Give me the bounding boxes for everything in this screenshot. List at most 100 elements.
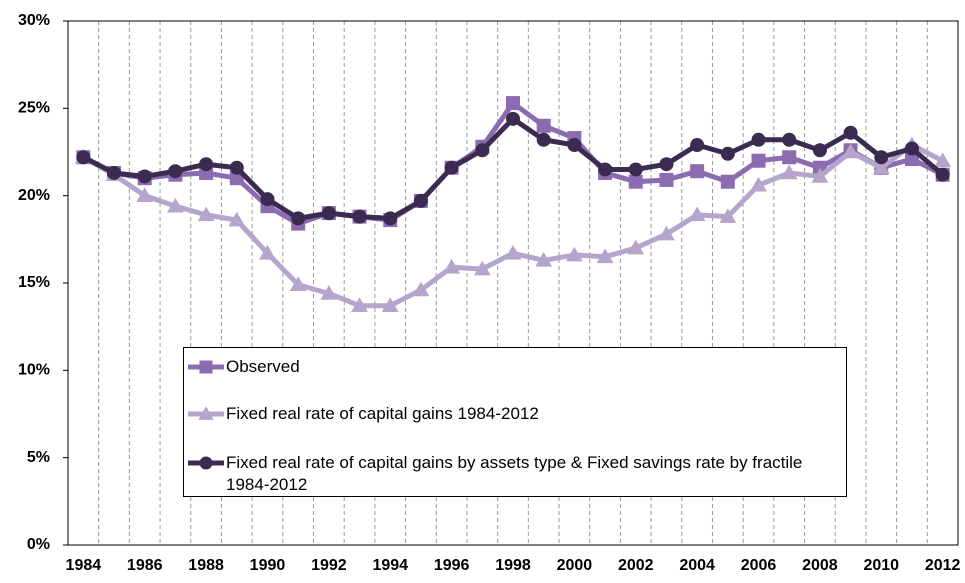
x-tick-label: 2002 xyxy=(618,557,654,574)
marker xyxy=(690,138,705,153)
x-tick-label: 1992 xyxy=(311,557,347,574)
marker xyxy=(504,244,522,260)
x-tick-label: 2000 xyxy=(557,557,593,574)
marker xyxy=(137,169,152,184)
marker xyxy=(872,159,890,175)
marker xyxy=(107,165,122,180)
y-tick-label: 25% xyxy=(18,100,50,117)
marker xyxy=(596,248,614,264)
x-tick-label: 1988 xyxy=(188,557,224,574)
legend-label: Observed xyxy=(226,357,300,376)
y-tick-label: 0% xyxy=(27,536,50,553)
marker xyxy=(351,297,368,313)
marker xyxy=(780,164,798,180)
marker xyxy=(535,251,553,267)
marker xyxy=(904,151,919,166)
marker xyxy=(688,206,706,222)
marker xyxy=(934,152,952,168)
marker xyxy=(904,141,919,156)
x-tick-label: 2008 xyxy=(802,557,838,574)
marker xyxy=(658,225,675,241)
x-tick-label: 1990 xyxy=(250,557,286,574)
x-tick-label: 2006 xyxy=(741,557,777,574)
marker xyxy=(259,244,276,260)
marker xyxy=(506,96,520,111)
marker xyxy=(598,162,613,177)
x-tick-label: 2010 xyxy=(863,557,899,574)
marker xyxy=(811,168,829,183)
legend-swatch xyxy=(188,360,224,374)
marker xyxy=(751,153,766,168)
legend-label: Fixed real rate of capital gains 1984-20… xyxy=(226,404,539,423)
marker xyxy=(750,176,767,192)
x-tick-label: 1986 xyxy=(127,557,163,574)
marker xyxy=(782,132,797,147)
x-tick-label: 2004 xyxy=(679,557,715,574)
marker xyxy=(198,406,214,420)
marker xyxy=(567,138,582,153)
legend-entry: Observed xyxy=(186,356,844,378)
marker xyxy=(627,239,645,255)
marker xyxy=(720,146,735,161)
marker xyxy=(812,143,827,158)
marker xyxy=(475,143,490,158)
marker xyxy=(199,360,213,374)
marker xyxy=(76,150,91,165)
plot-frame xyxy=(67,20,959,546)
x-tick-label: 1984 xyxy=(66,557,102,574)
x-tick-label: 1996 xyxy=(434,557,470,574)
marker xyxy=(782,150,797,165)
marker xyxy=(381,297,399,313)
marker xyxy=(199,456,213,470)
x-tick-label: 1998 xyxy=(495,557,531,574)
marker xyxy=(321,206,336,221)
marker xyxy=(444,160,459,175)
marker xyxy=(413,193,428,208)
marker xyxy=(291,211,306,226)
y-tick-label: 20% xyxy=(18,187,50,204)
marker xyxy=(842,143,859,159)
legend-entry: Fixed real rate of capital gains 1984-20… xyxy=(186,403,844,425)
marker xyxy=(168,164,183,179)
marker xyxy=(228,211,246,227)
y-tick-label: 5% xyxy=(27,449,50,466)
y-tick-label: 15% xyxy=(18,274,50,291)
marker xyxy=(690,164,705,179)
marker xyxy=(628,174,643,189)
marker xyxy=(229,160,244,175)
legend-entry: Fixed real rate of capital gains by asse… xyxy=(186,452,844,496)
marker xyxy=(874,150,889,165)
marker xyxy=(136,187,154,202)
marker xyxy=(565,246,583,262)
marker xyxy=(506,111,520,126)
marker xyxy=(628,162,643,177)
marker xyxy=(720,174,735,189)
x-tick-label: 2012 xyxy=(925,557,961,574)
marker xyxy=(320,285,338,300)
legend: Observed Fixed real rate of capital gains… xyxy=(183,347,847,497)
marker xyxy=(199,157,214,172)
marker xyxy=(536,132,551,147)
legend-swatch xyxy=(188,456,224,470)
legend-swatch xyxy=(188,406,224,420)
marker xyxy=(719,208,737,223)
marker xyxy=(659,172,674,187)
marker xyxy=(412,281,430,297)
y-tick-label: 10% xyxy=(18,362,50,379)
marker xyxy=(352,209,367,224)
marker xyxy=(383,211,398,226)
marker xyxy=(289,276,307,292)
marker xyxy=(843,125,858,140)
marker xyxy=(167,197,184,213)
marker xyxy=(197,206,215,222)
marker xyxy=(260,192,275,207)
marker xyxy=(443,258,461,274)
marker xyxy=(935,167,950,182)
x-tick-label: 1994 xyxy=(372,557,408,574)
marker xyxy=(536,118,551,133)
marker xyxy=(659,157,674,172)
marker xyxy=(473,260,491,276)
marker xyxy=(751,132,766,147)
y-tick-label: 30% xyxy=(18,12,50,29)
